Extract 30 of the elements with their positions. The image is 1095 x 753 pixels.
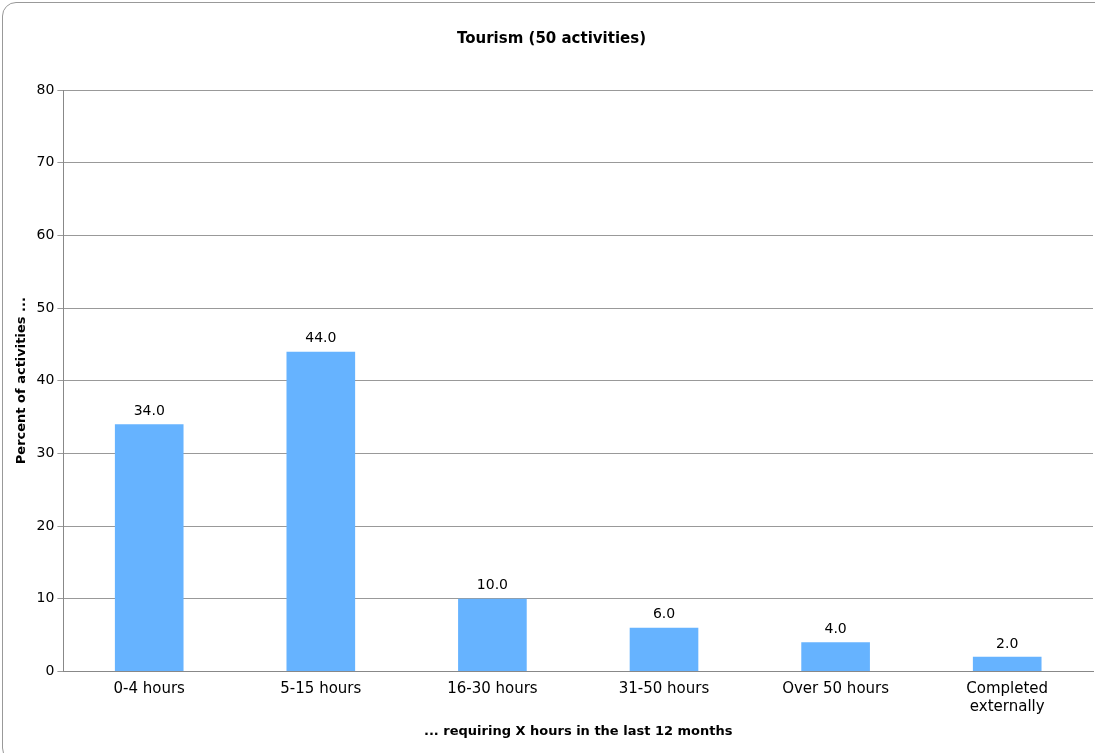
x-tick-label: 16-30 hours [447, 679, 538, 698]
x-tick-label: 5-15 hours [280, 679, 362, 698]
data-label: 34.0 [133, 401, 165, 418]
x-tick-label: 31-50 hours [618, 679, 710, 698]
x-axis-title: ... requiring X hours in the last 12 months [423, 722, 733, 738]
y-tick-label: 50 [36, 298, 55, 315]
data-label: 6.0 [652, 605, 676, 622]
x-tick-label: 0-4 hours [113, 679, 186, 698]
bar [286, 351, 356, 671]
x-tick-label: Completed externally [966, 679, 1049, 716]
bar [458, 598, 527, 671]
y-tick-label: 60 [36, 225, 55, 242]
data-label: 44.0 [305, 329, 337, 346]
bar [629, 627, 699, 671]
chart-title: Tourism (50 activities) [456, 28, 647, 47]
y-tick-label: 20 [36, 516, 55, 533]
data-label: 10.0 [476, 576, 508, 593]
bar [972, 656, 1042, 671]
y-tick-label: 80 [36, 80, 55, 97]
y-tick-label: 0 [45, 662, 55, 679]
x-tick-label: Over 50 hours [782, 679, 890, 698]
y-tick-label: 30 [36, 444, 55, 461]
y-tick-label: 40 [36, 371, 55, 388]
y-tick-label: 70 [36, 153, 55, 170]
y-axis-title: Percent of activities ... [13, 297, 29, 465]
bar [801, 642, 870, 671]
data-label: 2.0 [996, 634, 1019, 651]
data-label: 4.0 [824, 619, 847, 636]
bar [114, 424, 184, 671]
y-tick-label: 10 [36, 589, 55, 606]
